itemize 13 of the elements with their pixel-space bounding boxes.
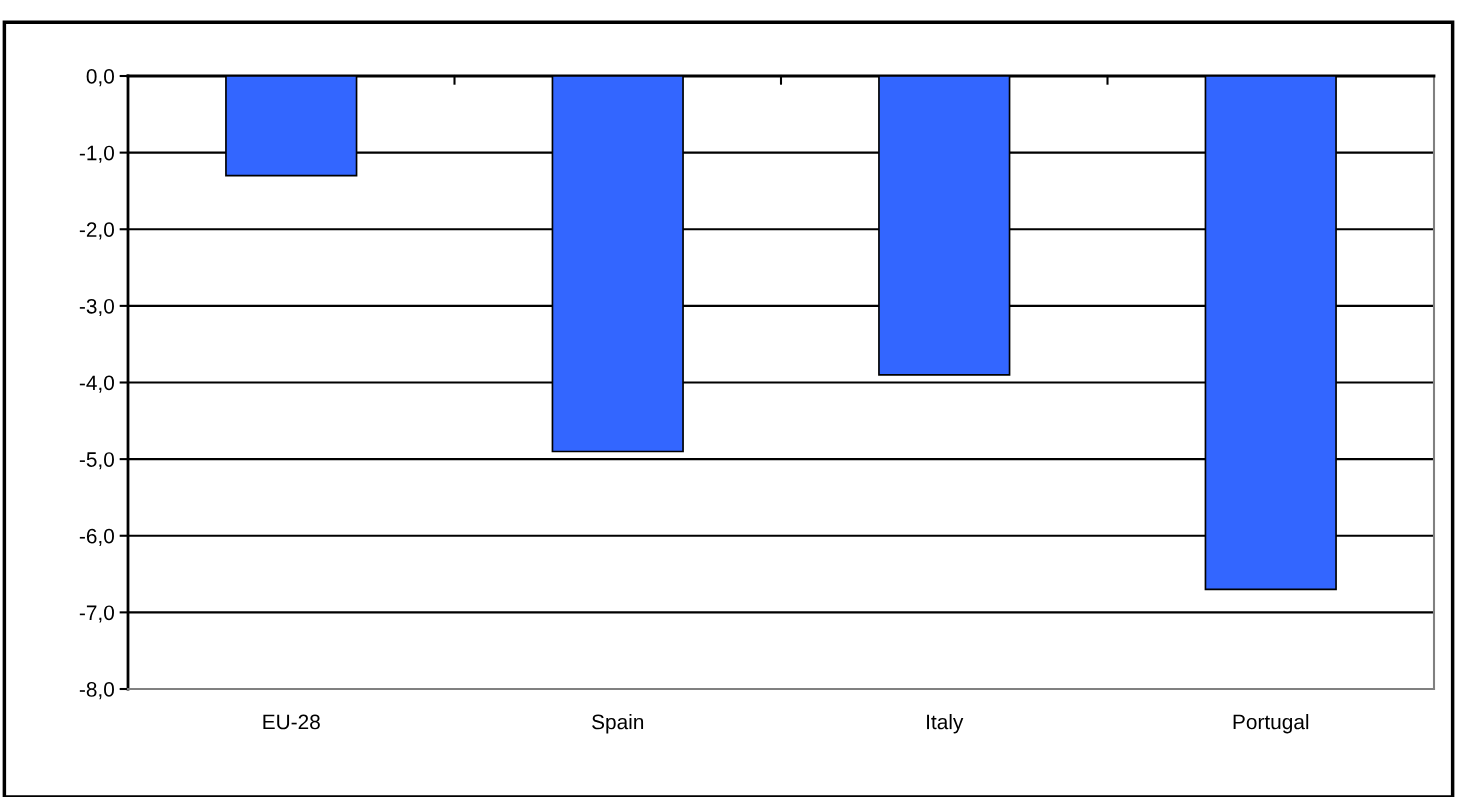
x-tick-label: Italy [927,714,964,734]
y-tick-label: -7,0 [79,605,114,623]
y-tick-label: -3,0 [79,298,114,317]
x-tick-label: EU-28 [263,714,320,730]
x-tick-label: Portugal [1233,714,1309,734]
y-tick-label: -5,0 [79,452,114,470]
x-tick-label: Spain [592,714,644,734]
y-tick-label: 0,0 [86,69,114,87]
y-tick-label: -2,0 [79,222,114,240]
y-tick-label: -8,0 [79,682,114,700]
y-tick-label: -6,0 [79,528,114,546]
y-tick-label: -4,0 [79,375,114,393]
y-tick-label: -1,0 [79,145,114,163]
